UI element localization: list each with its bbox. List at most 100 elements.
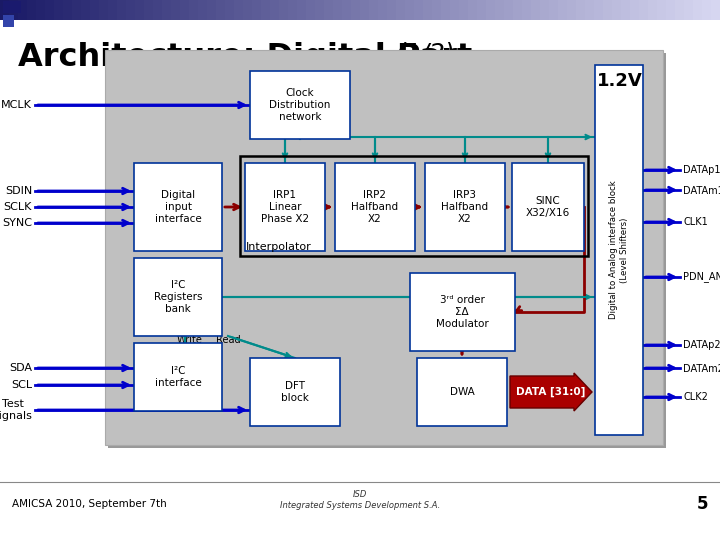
Text: 1.2V: 1.2V [597,72,643,90]
Bar [153,0,162,20]
Bar [333,0,342,20]
Bar [315,0,324,20]
Bar [540,0,549,20]
Text: I²C
interface: I²C interface [155,366,202,388]
Bar [0,0,9,20]
Bar [693,0,702,20]
Bar [531,0,540,20]
Bar [549,0,558,20]
Bar [468,0,477,20]
Bar [675,0,684,20]
Bar [297,0,306,20]
Bar [18,0,27,20]
Bar [45,0,54,20]
Bar [225,0,234,20]
FancyArrow shape [510,373,592,411]
Bar [134,163,222,251]
Bar [105,50,663,445]
Bar [639,0,648,20]
Text: Write: Write [177,335,203,345]
Bar [252,0,261,20]
Bar [423,0,432,20]
Bar [261,0,270,20]
Text: SDA: SDA [9,363,32,373]
Bar [135,0,144,20]
Text: DATAm2 [31:0]: DATAm2 [31:0] [683,363,720,373]
Bar [270,0,279,20]
Bar [513,0,522,20]
Bar [171,0,180,20]
Bar [425,163,505,251]
Text: SINC
X32/X16: SINC X32/X16 [526,196,570,218]
Text: DATA [31:0]: DATA [31:0] [516,387,585,397]
Bar [36,0,45,20]
Bar [585,0,594,20]
Bar [245,163,325,251]
Bar [603,0,612,20]
Bar [576,0,585,20]
Bar [657,0,666,20]
Bar [477,0,486,20]
Bar [99,0,108,20]
Bar [512,163,584,251]
Bar [306,0,315,20]
Bar [621,0,630,20]
Bar [594,0,603,20]
Bar [134,343,222,411]
Bar [630,0,639,20]
Text: DATAp2 [31:0]: DATAp2 [31:0] [683,340,720,350]
Text: IRP3
Halfband
X2: IRP3 Halfband X2 [441,191,489,224]
Bar [240,156,588,256]
Bar [324,0,333,20]
Bar [522,0,531,20]
Bar [9,0,18,20]
Text: SCL: SCL [11,380,32,390]
Text: SDIN: SDIN [5,186,32,196]
Text: AMICSA 2010, September 7th: AMICSA 2010, September 7th [12,499,167,509]
Text: DATAp1 [31:0]: DATAp1 [31:0] [683,165,720,175]
Bar [279,0,288,20]
Bar [3,15,14,27]
Bar [335,163,415,251]
Text: DATAm1 [31:0]: DATAm1 [31:0] [683,185,720,195]
Bar [595,65,643,435]
Bar [558,0,567,20]
Bar [81,0,90,20]
Text: Architecture: Digital Part: Architecture: Digital Part [18,42,472,73]
Bar [250,71,350,139]
Bar [360,0,369,20]
Bar [378,0,387,20]
Bar [216,0,225,20]
Bar [54,0,63,20]
Bar [684,0,693,20]
Bar [180,0,189,20]
Bar [3,1,21,13]
Bar [612,0,621,20]
Text: Clock
Distribution
network: Clock Distribution network [269,89,330,122]
Text: I²C
Registers
bank: I²C Registers bank [154,280,202,314]
Text: Digital to Analog interface block
(Level Shifters): Digital to Analog interface block (Level… [609,180,629,319]
Bar [198,0,207,20]
Text: Read: Read [216,335,240,345]
Bar [648,0,657,20]
Text: Interpolator: Interpolator [246,242,312,252]
Bar [369,0,378,20]
Text: Test
signals: Test signals [0,399,32,421]
Bar [567,0,576,20]
Text: DFT
block: DFT block [281,381,309,403]
Bar [126,0,135,20]
Bar [250,358,340,426]
Bar [396,0,405,20]
Bar [486,0,495,20]
Bar [108,53,666,448]
Text: SYNC: SYNC [2,218,32,228]
Bar [108,0,117,20]
Bar [144,0,153,20]
Bar [417,358,507,426]
Bar [189,0,198,20]
Text: 3ʳᵈ order
ΣΔ
Modulator: 3ʳᵈ order ΣΔ Modulator [436,295,488,329]
Bar [27,0,36,20]
Bar [342,0,351,20]
Bar [117,0,126,20]
Bar [495,0,504,20]
